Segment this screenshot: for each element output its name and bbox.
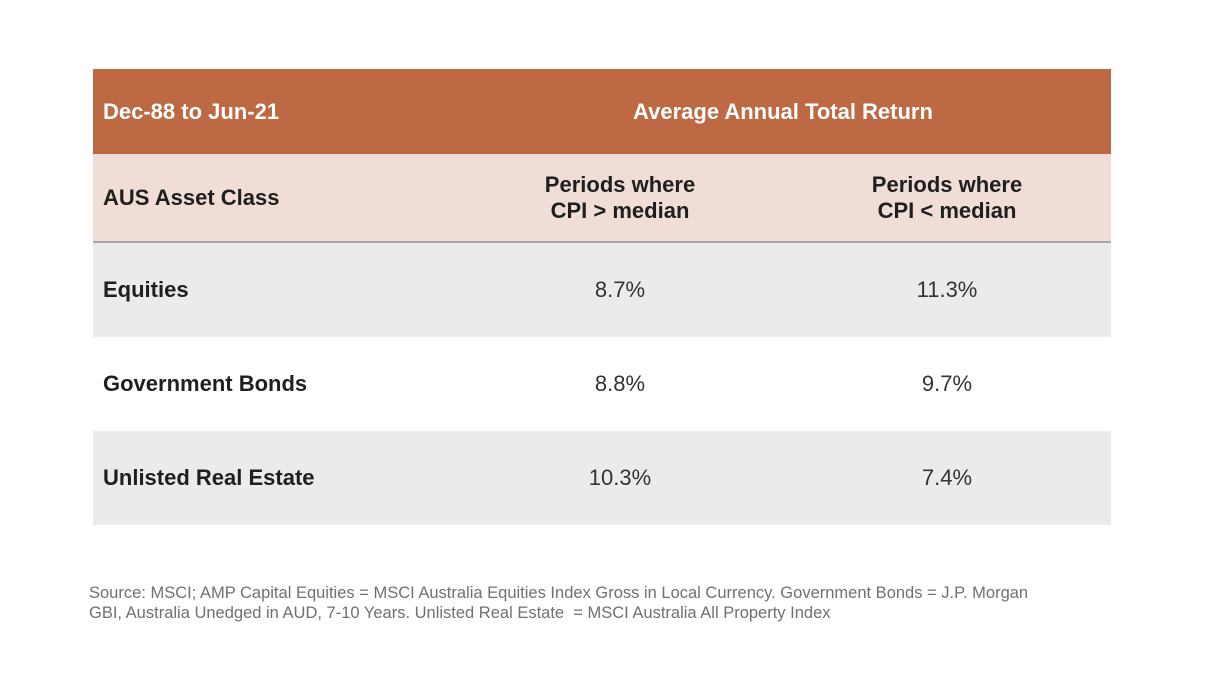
column-header-row: AUS Asset Class Periods where CPI > medi… bbox=[93, 154, 1111, 243]
cpi-above-header-line1: Periods where bbox=[544, 171, 696, 197]
table-title: Average Annual Total Return bbox=[633, 98, 933, 124]
source-note-line1: Source: MSCI; AMP Capital Equities = MSC… bbox=[89, 584, 1029, 602]
cpi-below-value: 11.3% bbox=[916, 277, 978, 302]
table-row: Unlisted Real Estate 10.3% 7.4% bbox=[93, 431, 1111, 525]
cpi-below-value: 9.7% bbox=[921, 371, 973, 396]
cpi-above-value: 10.3% bbox=[588, 465, 652, 490]
cpi-below-value: 7.4% bbox=[921, 465, 973, 490]
asset-class-header: AUS Asset Class bbox=[103, 184, 280, 210]
asset-name: Government Bonds bbox=[103, 371, 308, 396]
returns-table: Dec-88 to Jun-21 Average Annual Total Re… bbox=[93, 69, 1111, 525]
cpi-below-header-line2: CPI < median bbox=[877, 197, 1017, 223]
period-label: Dec-88 to Jun-21 bbox=[103, 98, 280, 124]
cpi-above-header-line2: CPI > median bbox=[550, 197, 690, 223]
asset-name: Equities bbox=[103, 277, 189, 302]
source-note-line2: GBI, Australia Unedged in AUD, 7-10 Year… bbox=[89, 604, 831, 622]
cpi-below-median-header: Periods where CPI < median bbox=[797, 172, 1097, 224]
cpi-above-value: 8.7% bbox=[594, 277, 646, 302]
cpi-above-value: 8.8% bbox=[594, 371, 646, 396]
table-row: Equities 8.7% 11.3% bbox=[93, 243, 1111, 337]
cpi-above-median-header: Periods where CPI > median bbox=[470, 172, 770, 224]
asset-name: Unlisted Real Estate bbox=[103, 465, 315, 490]
source-note: Source: MSCI; AMP Capital Equities = MSC… bbox=[89, 583, 1149, 623]
cpi-below-header-line1: Periods where bbox=[871, 171, 1023, 197]
table-row: Government Bonds 8.8% 9.7% bbox=[93, 337, 1111, 431]
table-header-row: Dec-88 to Jun-21 Average Annual Total Re… bbox=[93, 69, 1111, 154]
